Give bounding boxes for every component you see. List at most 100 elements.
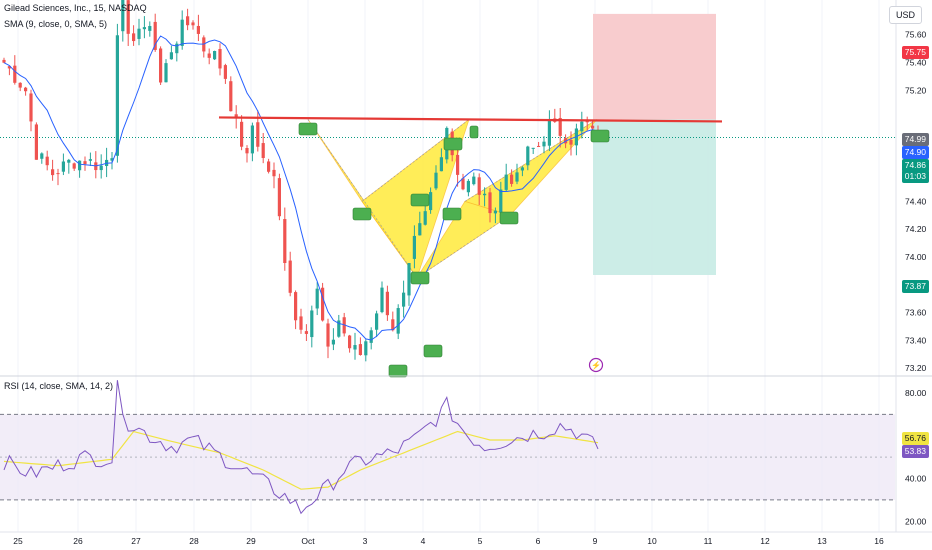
candle-body [547,120,551,146]
event-icon[interactable]: ⚡ [588,357,604,373]
candle-body [67,159,71,163]
candle-body [240,121,244,147]
time-tick-label: 13 [817,536,827,546]
rsi-tick-label: 80.00 [905,388,927,398]
time-tick-label: 12 [760,536,770,546]
candle-body [412,235,416,259]
candle-body [272,169,276,177]
candle-body [321,287,325,321]
rsi-tick-label: 20.00 [905,516,927,526]
candle-body [288,260,292,293]
time-tick-label: 27 [131,536,141,546]
candle-body [213,51,217,60]
candle-body [520,167,524,171]
resistance-line[interactable] [218,116,723,123]
rsi-ma-line [3,430,599,490]
candle-body [439,157,443,172]
candle-body [407,263,411,296]
price-tick-label: 73.40 [905,335,927,345]
candle-body [169,52,173,60]
candle-body [261,143,265,159]
candle-body [472,176,476,185]
candle-body [186,16,190,26]
candle-body [234,114,238,118]
price-pane-background [0,0,895,375]
candle-body [277,178,281,217]
candle-body [110,158,114,161]
candle-body [115,35,119,156]
pattern-ratio-line [416,214,511,279]
pattern-point-marker [423,344,443,358]
current-price-badge: 74.86 [901,159,929,172]
price-tick-label: 74.00 [905,252,927,262]
candle-body [207,53,211,58]
time-tick-label: 25 [13,536,23,546]
candle-body [7,66,11,69]
price-tick-label: 73.20 [905,363,927,373]
candle-body [456,154,460,175]
bar-countdown-badge: 01:03 [901,170,929,183]
candle-body [24,87,28,92]
time-axis[interactable]: 25 26 27 28 29 Oct 3 4 5 6 9 10 11 12 13 16 [13,536,884,546]
pattern-point-marker [298,122,318,136]
candle-body [423,211,427,225]
candle-body [61,161,65,172]
candle-body [569,139,573,145]
candle-body [310,310,314,338]
candle-body [531,147,535,149]
candle-body [40,153,44,159]
price-tick-label: 75.40 [905,58,927,68]
last-price-badge: 74.90 [901,146,929,159]
rsi-ma-value-badge: 56.76 [901,432,929,445]
rsi-indicator-label[interactable]: RSI (14, close, SMA, 14, 2) [4,381,114,391]
sma-indicator-label[interactable]: SMA (9, close, 0, SMA, 5) [4,19,108,29]
pattern-point-marker [410,271,430,285]
currency-button[interactable]: USD [888,6,922,24]
pattern-point-marker [410,193,430,207]
stop-price-badge: 73.87 [901,280,929,293]
candle-body [585,120,589,123]
price-tick-label: 74.20 [905,224,927,234]
candle-body [558,117,562,136]
candle-body [526,146,530,166]
candle-body [142,27,146,30]
time-tick-label: 3 [363,536,368,546]
candle-body [175,43,179,54]
time-tick-label: Oct [301,536,315,546]
candle-body [72,163,76,169]
candle-body [218,48,222,69]
price-axis[interactable]: 75.6075.4075.2074.6074.4074.2074.0073.80… [905,30,927,373]
rsi-pane[interactable] [0,380,895,515]
candle-body [364,341,368,356]
target-zone[interactable] [593,13,716,120]
candle-body [591,125,595,129]
candle-body [29,93,33,122]
candle-body [402,292,406,307]
candle-body [477,177,481,195]
candle-body [191,22,195,26]
candle-body [223,65,227,79]
price-pane[interactable]: ⚡ [0,0,895,532]
rsi-tick-label: 40.00 [905,474,927,484]
candle-body [499,189,503,213]
pattern-point-marker [469,125,479,139]
symbol-title[interactable]: Gilead Sciences, Inc., 15, NASDAQ [4,3,147,13]
candle-body [358,344,362,355]
time-tick-label: 29 [246,536,256,546]
candle-body [304,331,308,334]
candle-body [267,161,271,172]
candle-body [418,223,422,236]
candle-body [245,148,249,154]
candle-body [18,82,22,88]
candle-body [337,320,341,337]
candle-body [250,125,254,154]
candle-body [515,172,519,182]
candle-body [148,26,152,31]
candle-body [56,173,60,175]
candle-body [488,192,492,214]
stop-zone[interactable] [593,119,716,275]
candle-body [294,292,298,321]
candle-body [283,219,287,264]
pattern-point-marker [590,129,610,143]
